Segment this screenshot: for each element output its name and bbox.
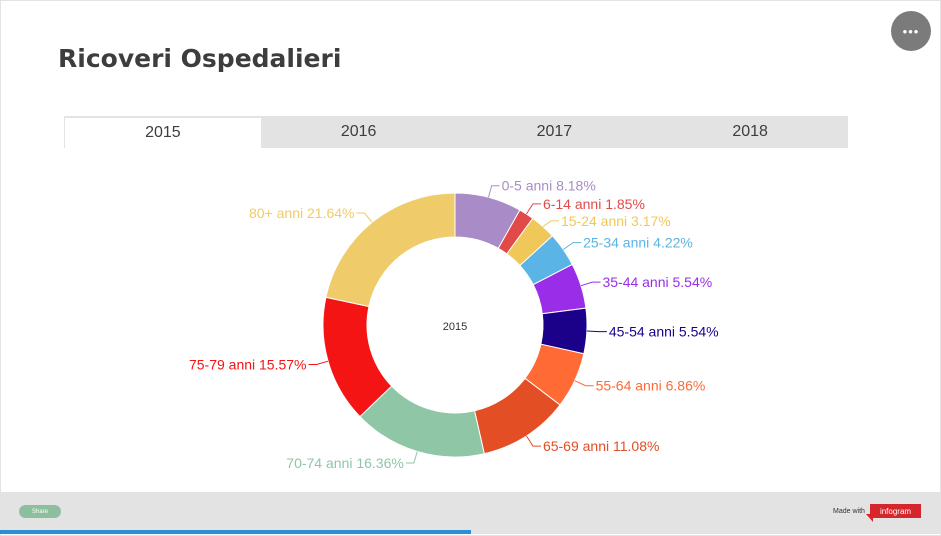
- data-label-15-24-anni: 15-24 anni 3.17%: [561, 213, 671, 229]
- tab-2018[interactable]: 2018: [732, 123, 768, 140]
- leader-line-65-69-anni: [526, 435, 541, 447]
- brand-logo-tail: [866, 514, 873, 522]
- data-label-75-79-anni: 75-79 anni 15.57%: [189, 356, 307, 372]
- data-label-35-44-anni: 35-44 anni 5.54%: [602, 274, 712, 290]
- progress-fill: [0, 530, 471, 534]
- share-label: Share: [31, 508, 48, 515]
- leader-line-55-64-anni: [574, 380, 594, 387]
- leader-line-35-44-anni: [580, 281, 601, 287]
- data-label-55-64-anni: 55-64 anni 6.86%: [596, 378, 706, 394]
- leader-line-45-54-anni: [586, 330, 607, 333]
- tab-2016[interactable]: 2016: [340, 123, 377, 140]
- progress-bar: [0, 530, 941, 534]
- data-label-65-69-anni: 65-69 anni 11.08%: [543, 438, 660, 454]
- labels-layer: 0-5 anni 8.18% 6-14 anni 1.85%15-24 anni …: [189, 178, 719, 471]
- page-title: Ricoveri Ospedalieri: [58, 44, 342, 73]
- data-label-45-54-anni: 45-54 anni 5.54%: [609, 324, 719, 340]
- leader-line-80plus-anni: [356, 212, 373, 223]
- leader-line-15-24-anni: [542, 220, 559, 228]
- infogram-logo-link[interactable]: infogram: [870, 504, 921, 518]
- year-tabs: 2015 2016 2017 2018: [64, 116, 848, 148]
- leader-lines-layer: [308, 185, 607, 464]
- tab-2015[interactable]: 2015: [64, 116, 261, 148]
- slices-layer: [322, 192, 588, 458]
- data-label-6-14-anni: 6-14 anni 1.85%: [543, 196, 645, 212]
- data-label-80plus-anni: 80+ anni 21.64%: [249, 205, 354, 221]
- data-label-70-74-anni: 70-74 anni 16.36%: [286, 455, 404, 471]
- share-button[interactable]: Share: [19, 505, 61, 518]
- footer-bar: Share Made with infogram: [0, 492, 941, 530]
- tab-2017[interactable]: 2017: [536, 123, 573, 140]
- donut-chart: 0-5 anni 8.18% 6-14 anni 1.85%15-24 anni …: [189, 178, 719, 471]
- more-options-button[interactable]: •••: [891, 11, 931, 51]
- leader-line-75-79-anni: [308, 360, 329, 365]
- more-dots-icon: •••: [902, 23, 920, 39]
- made-with-text: Made with: [833, 508, 865, 515]
- leader-line-0-5-anni: [488, 185, 500, 198]
- leader-line-70-74-anni: [405, 451, 418, 464]
- leader-line-6-14-anni: [526, 203, 541, 215]
- data-label-0-5-anni: 0-5 anni 8.18%: [502, 178, 596, 194]
- leader-line-25-34-anni: [562, 242, 582, 250]
- slice-80plus-anni[interactable]: [325, 192, 456, 308]
- data-label-25-34-anni: 25-34 anni 4.22%: [583, 235, 693, 251]
- center-label: 2015: [443, 321, 467, 333]
